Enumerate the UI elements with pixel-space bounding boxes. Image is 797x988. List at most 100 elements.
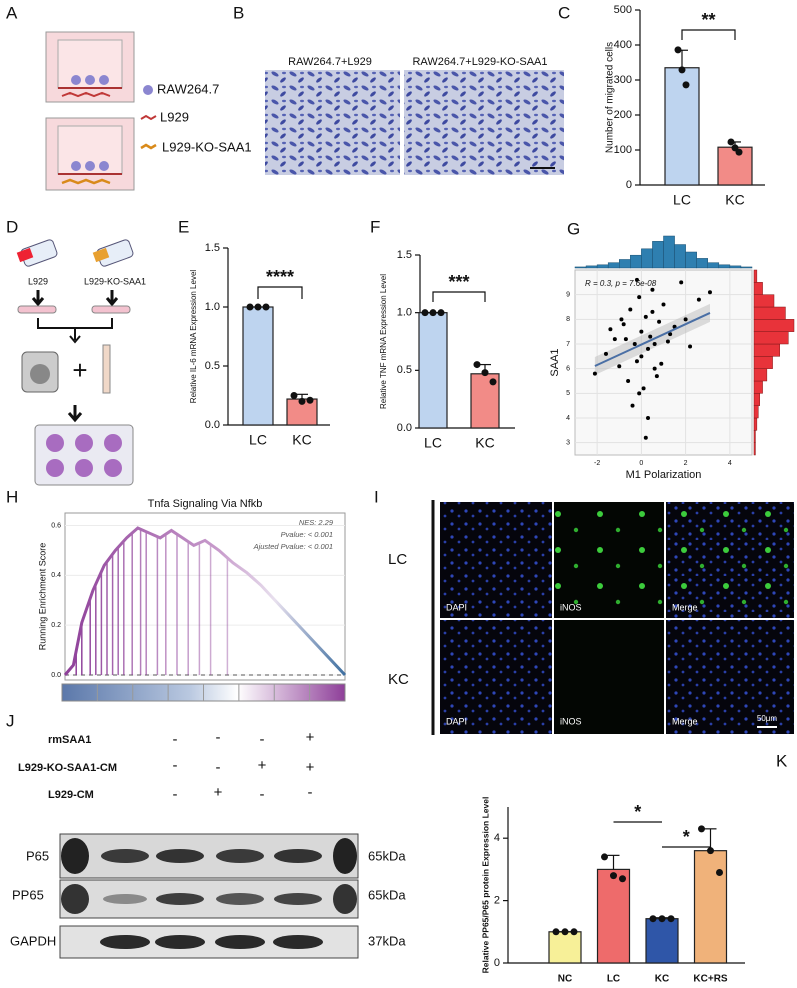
y-tick-label: 0.6	[51, 522, 61, 529]
data-point	[481, 369, 489, 377]
histogram-bar	[753, 442, 756, 456]
data-point	[674, 46, 682, 54]
workflow-diagram	[16, 239, 134, 486]
histogram-bar	[641, 248, 653, 269]
enrichment-curve	[63, 526, 347, 677]
histogram-bar	[619, 259, 631, 269]
scatter-point	[643, 435, 648, 440]
y-tick-label: 0.4	[51, 572, 61, 579]
histogram-bar	[718, 264, 731, 269]
data-point	[290, 392, 298, 399]
transwell-upper	[45, 31, 135, 103]
data-point	[421, 309, 429, 317]
data-point	[735, 148, 743, 156]
y-tick-label: 6	[566, 366, 570, 373]
legend-icon	[143, 85, 153, 95]
scatter-point	[603, 351, 608, 356]
channel-label: DAPI	[446, 716, 467, 726]
y-tick-label: 100	[614, 144, 632, 156]
y-tick-label: 0.0	[397, 422, 412, 434]
treatment-sign: -	[173, 731, 178, 748]
treatment-sign: +	[306, 759, 315, 776]
y-tick-label: 1.0	[205, 301, 220, 313]
scatter-point	[630, 403, 635, 408]
scatter-point	[608, 327, 613, 332]
y-tick-label: 1.0	[397, 307, 412, 319]
bar	[596, 868, 631, 964]
scatter-point	[683, 317, 688, 322]
histogram-bar	[740, 266, 753, 269]
western-blot	[59, 833, 359, 959]
channel-label: iNOS	[560, 602, 582, 612]
scatter-point	[592, 371, 597, 376]
histogram-bar	[753, 380, 763, 394]
scatter-point	[621, 322, 626, 327]
micrograph	[404, 70, 564, 175]
histogram-bar	[574, 266, 587, 269]
y-tick-label: 1.5	[397, 249, 412, 261]
y-tick-label: 5	[566, 390, 570, 397]
x-tick-label: LC	[673, 192, 691, 208]
channel-label: DAPI	[446, 602, 467, 612]
row-label: LC	[388, 551, 407, 568]
data-point	[658, 915, 666, 923]
treatment-label: rmSAA1	[48, 734, 91, 746]
y-tick-label: 0.5	[205, 360, 220, 372]
bar	[645, 918, 679, 964]
y-axis-label: Relative TNF mRNA Expression Level	[379, 274, 388, 409]
significance-bracket	[257, 286, 303, 299]
scatter-point	[654, 374, 659, 379]
scatter-point	[643, 314, 648, 319]
treatment-sign: -	[216, 729, 221, 746]
panel-label: J	[6, 711, 15, 730]
data-point	[610, 872, 617, 880]
histogram-bar	[753, 430, 756, 443]
x-tick-label: 2	[684, 460, 688, 467]
bar	[418, 312, 448, 429]
y-tick-label: 0	[494, 957, 500, 969]
histogram-bar	[753, 331, 789, 345]
y-tick-label: 4	[566, 415, 570, 422]
histogram-bar	[652, 241, 664, 269]
histogram-bar	[729, 265, 742, 269]
treatment-label: L929-KO-SAA1-CM	[18, 762, 117, 774]
data-point	[649, 915, 657, 923]
x-tick-label: 0	[639, 460, 643, 467]
y-tick-label: 8	[566, 316, 570, 323]
diagram-label: L929-KO-SAA1	[84, 276, 146, 286]
data-point	[306, 396, 314, 404]
histogram-bar	[674, 244, 686, 269]
legend-label: L929-KO-SAA1	[162, 139, 252, 154]
y-tick-label: 300	[614, 74, 632, 86]
band-size: 37kDa	[368, 933, 406, 948]
significance-bracket	[681, 29, 736, 40]
image-caption: RAW264.7+L929	[288, 56, 372, 68]
y-tick-label: 0	[626, 179, 632, 191]
y-tick-label: 0.5	[397, 364, 412, 376]
data-point	[298, 397, 306, 405]
channel-label: Merge	[672, 716, 698, 726]
x-tick-label: LC	[249, 432, 267, 448]
legend-label: RAW264.7	[157, 81, 219, 96]
histogram-bar	[663, 235, 675, 269]
data-point	[552, 928, 560, 936]
scatter-point	[637, 391, 642, 396]
chart-title: Tnfa Signaling Via Nfkb	[148, 498, 263, 510]
treatment-sign: -	[260, 786, 265, 803]
bar	[693, 850, 728, 964]
histogram-bar	[753, 294, 775, 308]
histogram-bar	[607, 262, 620, 269]
treatment-sign: -	[216, 759, 221, 776]
histogram-bar	[753, 405, 759, 419]
y-tick-label: 2	[494, 895, 500, 907]
x-tick-label: -2	[594, 460, 600, 467]
scatter-point	[646, 346, 651, 351]
data-point	[707, 847, 714, 855]
fluorescence-grid	[431, 500, 794, 735]
channel-label: iNOS	[560, 716, 582, 726]
x-tick-label: LC	[424, 435, 442, 451]
scatter-point	[659, 361, 664, 366]
y-tick-label: 3	[566, 440, 570, 447]
scatter-point	[650, 309, 655, 314]
